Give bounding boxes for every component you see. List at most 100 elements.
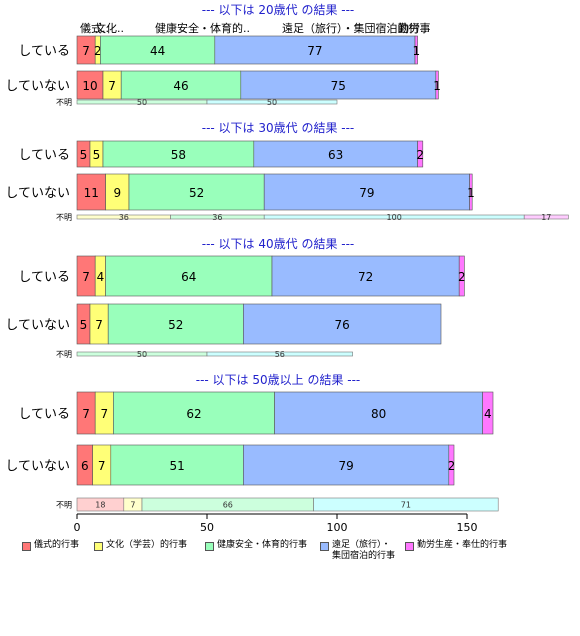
- x-axis-tick-label: 100: [327, 521, 348, 534]
- bar-value-label: 2: [458, 270, 466, 284]
- bar-segment: [448, 444, 455, 486]
- unknown-value-label: 66: [223, 501, 233, 510]
- panel-title: --- 以下は 40歳代 の結果 ---: [202, 237, 355, 251]
- bar-segment: [271, 255, 460, 297]
- legend-swatch: [205, 542, 214, 551]
- panel-title: --- 以下は 20歳代 の結果 ---: [202, 3, 355, 17]
- row-label: している: [18, 407, 70, 422]
- category-header-label: 遠足（旅行）・集団宿泊的行事: [282, 21, 431, 35]
- bar-value-label: 44: [150, 44, 165, 58]
- unknown-value-label: 36: [119, 213, 129, 222]
- bar-value-label: 7: [95, 318, 103, 332]
- unknown-bar-segment: [523, 214, 569, 220]
- bar-value-label: 7: [98, 459, 106, 473]
- bar-value-label: 7: [82, 44, 90, 58]
- bar-value-label: 51: [169, 459, 184, 473]
- bar-value-label: 77: [307, 44, 322, 58]
- bar-segment: [214, 35, 416, 65]
- bar-value-label: 7: [108, 79, 116, 93]
- row-label: していない: [5, 459, 70, 474]
- unknown-value-label: 71: [401, 501, 411, 510]
- bar-segment: [100, 35, 216, 65]
- bar-value-label: 5: [80, 148, 88, 162]
- bar-value-label: 4: [97, 270, 105, 284]
- bar-value-label: 4: [484, 407, 492, 421]
- unknown-row-label: 不明: [56, 98, 72, 107]
- unknown-value-label: 56: [275, 350, 285, 359]
- legend-swatch: [22, 542, 31, 551]
- legend-swatch: [320, 542, 329, 551]
- bar-segment: [435, 70, 439, 100]
- category-header-label: 儀式..: [80, 21, 109, 35]
- bar-value-label: 46: [173, 79, 188, 93]
- legend-label: 遠足（旅行）・ 集団宿泊的行事: [332, 540, 396, 561]
- legend-swatch: [94, 542, 103, 551]
- bar-value-label: 7: [100, 407, 108, 421]
- unknown-bar-segment: [206, 99, 338, 105]
- category-header-label: 文化..: [95, 21, 124, 35]
- bar-value-label: 10: [82, 79, 97, 93]
- unknown-value-label: 100: [387, 213, 402, 222]
- unknown-value-label: 18: [95, 501, 105, 510]
- legend-swatch: [405, 542, 414, 551]
- panel-title: --- 以下は 30歳代 の結果 ---: [202, 121, 355, 135]
- bar-value-label: 58: [171, 148, 186, 162]
- bar-value-label: 79: [338, 459, 353, 473]
- unknown-value-label: 50: [137, 350, 147, 359]
- unknown-bar-segment: [206, 351, 353, 357]
- row-label: していない: [5, 79, 70, 94]
- bar-value-label: 52: [189, 186, 204, 200]
- bar-segment: [414, 35, 418, 65]
- bar-value-label: 6: [81, 459, 89, 473]
- x-axis-tick-label: 150: [457, 521, 478, 534]
- category-header-label: 健康安全・体育的..: [155, 21, 250, 35]
- unknown-value-label: 50: [137, 98, 147, 107]
- x-axis-tick-label: 0: [74, 521, 81, 534]
- row-label: している: [18, 148, 70, 163]
- unknown-value-label: 36: [212, 213, 222, 222]
- bar-value-label: 7: [82, 407, 90, 421]
- unknown-row-label: 不明: [56, 350, 72, 359]
- row-label: している: [18, 270, 70, 285]
- bar-value-label: 1: [433, 79, 441, 93]
- unknown-value-label: 50: [267, 98, 277, 107]
- unknown-bar-segment: [313, 497, 499, 512]
- bar-segment: [240, 70, 437, 100]
- legend-label: 勤労生産・奉仕的行事: [417, 540, 508, 550]
- bar-segment: [113, 391, 275, 435]
- legend-label: 文化（学芸）的行事: [106, 540, 188, 550]
- bar-segment: [110, 444, 244, 486]
- bar-segment: [458, 255, 465, 297]
- bar-segment: [76, 173, 106, 211]
- bar-segment: [469, 173, 473, 211]
- bar-value-label: 62: [186, 407, 201, 421]
- bar-value-label: 80: [371, 407, 386, 421]
- bar-segment: [253, 140, 418, 168]
- x-axis-tick-label: 50: [200, 521, 214, 534]
- unknown-value-label: 17: [541, 213, 551, 222]
- bar-value-label: 2: [94, 44, 102, 58]
- bar-segment: [482, 391, 494, 435]
- bar-value-label: 75: [331, 79, 346, 93]
- panel-title: --- 以下は 50歳以上 の結果 ---: [196, 373, 361, 387]
- bar-value-label: 2: [416, 148, 424, 162]
- bar-value-label: 64: [181, 270, 196, 284]
- bar-segment: [274, 391, 483, 435]
- bar-segment: [263, 173, 470, 211]
- bar-segment: [107, 303, 244, 345]
- bar-value-label: 1: [467, 186, 475, 200]
- bar-value-label: 9: [113, 186, 121, 200]
- bar-segment: [120, 70, 242, 100]
- bar-segment: [243, 303, 442, 345]
- bar-segment: [76, 70, 104, 100]
- unknown-row-label: 不明: [56, 213, 72, 222]
- unknown-row-label: 不明: [56, 501, 72, 510]
- bar-value-label: 2: [448, 459, 456, 473]
- bar-value-label: 72: [358, 270, 373, 284]
- bar-value-label: 63: [328, 148, 343, 162]
- bar-value-label: 5: [80, 318, 88, 332]
- bar-segment: [102, 140, 255, 168]
- bar-value-label: 1: [412, 44, 420, 58]
- legend: 儀式的行事 文化（学芸）的行事 健康安全・体育的行事 遠足（旅行）・ 集団宿泊的行事 勤労…: [22, 540, 572, 570]
